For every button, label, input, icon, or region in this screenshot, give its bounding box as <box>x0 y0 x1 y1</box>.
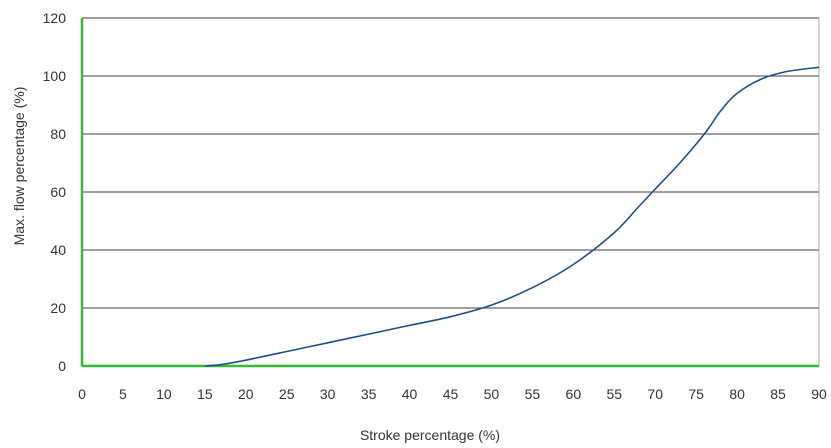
x-tick-label: 5 <box>119 386 127 402</box>
x-tick-label: 45 <box>443 386 459 402</box>
y-tick-label: 0 <box>58 358 66 374</box>
x-tick-label: 50 <box>484 386 500 402</box>
series-group <box>204 66 820 367</box>
x-tick-label: 70 <box>647 386 663 402</box>
x-tick-labels: 0 5 10 15 20 25 30 35 40 45 50 55 60 55 70 75 80 85 90 <box>78 386 827 402</box>
x-tick-label: 35 <box>361 386 377 402</box>
x-axis-title: Stroke percentage (%) <box>360 427 500 443</box>
y-tick-labels: 0 20 40 60 80 100 120 <box>43 10 67 374</box>
x-tick-label: 0 <box>78 386 86 402</box>
x-tick-label: 75 <box>688 386 704 402</box>
x-tick-label: 55 <box>606 386 622 402</box>
x-tick-label: 90 <box>811 386 827 402</box>
x-tick-label: 15 <box>197 386 213 402</box>
y-tick-label: 60 <box>50 184 66 200</box>
y-tick-label: 100 <box>43 68 67 84</box>
x-tick-label: 25 <box>279 386 295 402</box>
x-tick-label: 85 <box>770 386 786 402</box>
x-tick-label: 80 <box>729 386 745 402</box>
series-line <box>204 66 820 367</box>
x-tick-label: 55 <box>525 386 541 402</box>
gridlines <box>82 17 819 309</box>
x-tick-label: 20 <box>238 386 254 402</box>
x-tick-label: 60 <box>566 386 582 402</box>
y-tick-label: 120 <box>43 10 67 26</box>
y-tick-label: 80 <box>50 126 66 142</box>
x-tick-label: 30 <box>320 386 336 402</box>
x-tick-label: 10 <box>156 386 172 402</box>
y-tick-label: 40 <box>50 242 66 258</box>
y-axis-title: Max. flow percentage (%) <box>11 87 27 246</box>
x-tick-label: 40 <box>402 386 418 402</box>
y-tick-label: 20 <box>50 300 66 316</box>
